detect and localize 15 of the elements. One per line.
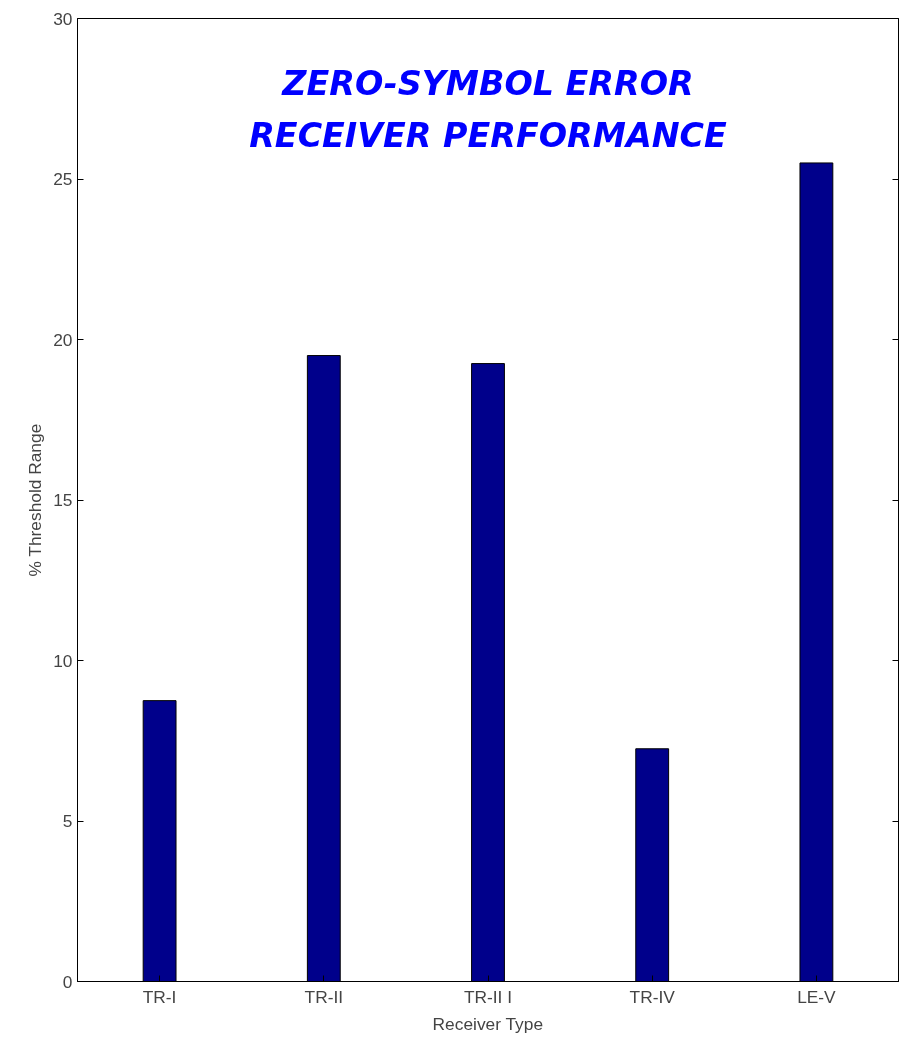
text: ZERO-SYMBOL ERROR RECEIVER PERFORMANCE: [249, 63, 728, 155]
x-tick-label: TR-I: [142, 986, 177, 1007]
x-tick-label: LE-V: [797, 986, 837, 1007]
x-tick-label: TR-II: [304, 986, 344, 1007]
y-tick-label: 25: [53, 169, 73, 189]
y-tick-label: 15: [53, 490, 73, 510]
x-tick-label: TR-II I: [463, 986, 513, 1007]
y-axis-title: % Threshold Range: [25, 423, 46, 577]
y-tick-label: 20: [53, 329, 73, 350]
y-tick-label: 30: [53, 8, 73, 29]
x-tick-label: TR-IV: [629, 986, 676, 1007]
y-tick-label: 0: [62, 971, 73, 992]
y-tick-label: 5: [62, 811, 73, 831]
x-axis-title: Receiver Type: [432, 1013, 544, 1034]
y-tick-label: 10: [53, 650, 73, 671]
